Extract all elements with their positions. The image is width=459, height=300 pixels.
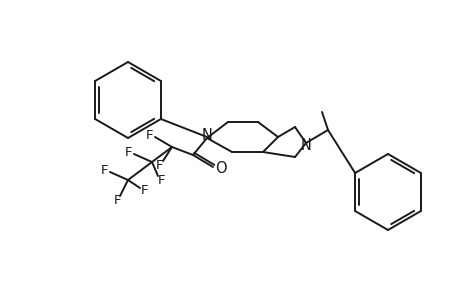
Text: F: F [146, 128, 153, 142]
Text: F: F [125, 146, 133, 158]
Text: F: F [114, 194, 122, 208]
Text: O: O [215, 160, 226, 175]
Text: F: F [101, 164, 108, 176]
Text: N: N [300, 137, 311, 152]
Text: F: F [158, 173, 165, 187]
Text: F: F [156, 158, 163, 172]
Text: N: N [201, 128, 212, 142]
Text: F: F [141, 184, 148, 197]
